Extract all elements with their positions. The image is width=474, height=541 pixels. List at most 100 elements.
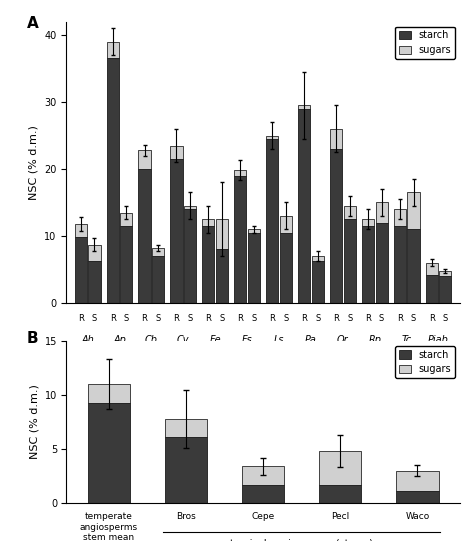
Bar <box>216 249 228 303</box>
Bar <box>312 256 324 261</box>
Text: S: S <box>315 314 320 323</box>
Bar <box>439 271 451 276</box>
Bar <box>266 135 278 139</box>
Bar <box>138 150 151 169</box>
Bar <box>234 170 246 176</box>
Text: S: S <box>124 314 129 323</box>
Y-axis label: NSC (% d.m.): NSC (% d.m.) <box>29 385 39 459</box>
Bar <box>202 226 214 303</box>
Text: Fe: Fe <box>210 335 221 345</box>
Bar <box>248 233 260 303</box>
Bar <box>408 193 419 229</box>
Bar <box>120 226 132 303</box>
Text: S: S <box>379 314 384 323</box>
Bar <box>330 149 342 303</box>
Bar <box>88 384 130 403</box>
Text: R: R <box>365 314 371 323</box>
Bar <box>426 275 438 303</box>
Text: S: S <box>188 314 193 323</box>
Y-axis label: NSC (% d.m.): NSC (% d.m.) <box>29 125 39 200</box>
Bar <box>362 219 374 226</box>
Bar <box>298 109 310 303</box>
Bar <box>164 419 207 437</box>
Legend: starch, sugars: starch, sugars <box>395 27 455 59</box>
Text: R: R <box>205 314 211 323</box>
Text: S: S <box>443 314 448 323</box>
Bar <box>375 202 388 222</box>
Bar <box>234 176 246 303</box>
Text: conifer: conifer <box>422 371 456 380</box>
Text: Piab: Piab <box>428 335 449 345</box>
Text: R: R <box>237 314 243 323</box>
Text: R: R <box>78 314 83 323</box>
Bar <box>280 233 292 303</box>
Text: R: R <box>301 314 307 323</box>
Text: S: S <box>155 314 161 323</box>
Bar <box>107 58 118 303</box>
Bar <box>319 451 361 485</box>
Bar <box>75 224 87 237</box>
Bar <box>298 105 310 109</box>
Bar <box>396 471 438 491</box>
Bar <box>88 245 100 261</box>
Bar <box>426 263 438 275</box>
Bar <box>344 219 356 303</box>
Bar <box>184 209 196 303</box>
Legend: starch, sugars: starch, sugars <box>395 346 455 378</box>
Bar <box>439 276 451 303</box>
Text: Fs: Fs <box>242 335 253 345</box>
Bar <box>184 206 196 209</box>
Text: Pa: Pa <box>305 335 317 345</box>
Bar <box>344 206 356 219</box>
Bar <box>375 222 388 303</box>
Text: tropical angiosperms (stems): tropical angiosperms (stems) <box>230 539 373 541</box>
Bar <box>312 261 324 303</box>
Bar <box>202 219 214 226</box>
Bar <box>120 213 132 226</box>
Bar <box>152 256 164 303</box>
Text: S: S <box>251 314 256 323</box>
Text: R: R <box>333 314 339 323</box>
Text: S: S <box>411 314 416 323</box>
Text: R: R <box>397 314 403 323</box>
Text: S: S <box>283 314 289 323</box>
Text: Rp: Rp <box>368 335 381 345</box>
Text: Ap: Ap <box>113 335 126 345</box>
Text: Cv: Cv <box>177 335 190 345</box>
Text: Tc: Tc <box>401 335 412 345</box>
Text: S: S <box>219 314 225 323</box>
Bar <box>362 226 374 303</box>
Text: Cb: Cb <box>145 335 158 345</box>
Bar <box>152 248 164 256</box>
Bar <box>242 466 284 485</box>
Text: R: R <box>109 314 116 323</box>
Text: R: R <box>429 314 435 323</box>
Text: R: R <box>269 314 275 323</box>
Bar <box>396 491 438 503</box>
Bar <box>408 229 419 303</box>
Text: A: A <box>27 16 39 31</box>
Bar <box>319 485 361 503</box>
Bar <box>75 237 87 303</box>
Text: S: S <box>347 314 352 323</box>
Bar <box>88 261 100 303</box>
Text: Ls: Ls <box>274 335 284 345</box>
Bar <box>394 209 406 226</box>
Text: Ah: Ah <box>81 335 94 345</box>
Bar <box>164 437 207 503</box>
Bar <box>266 139 278 303</box>
Text: S: S <box>92 314 97 323</box>
Bar <box>394 226 406 303</box>
Text: B: B <box>27 331 39 346</box>
Bar <box>170 159 182 303</box>
Bar <box>107 42 118 58</box>
Text: temperate angiosperms: temperate angiosperms <box>188 371 306 380</box>
Text: R: R <box>173 314 179 323</box>
Text: Qr: Qr <box>337 335 349 345</box>
Bar <box>248 229 260 233</box>
Bar <box>330 129 342 149</box>
Bar <box>138 169 151 303</box>
Bar <box>170 146 182 159</box>
Text: R: R <box>142 314 147 323</box>
Bar <box>216 219 228 249</box>
